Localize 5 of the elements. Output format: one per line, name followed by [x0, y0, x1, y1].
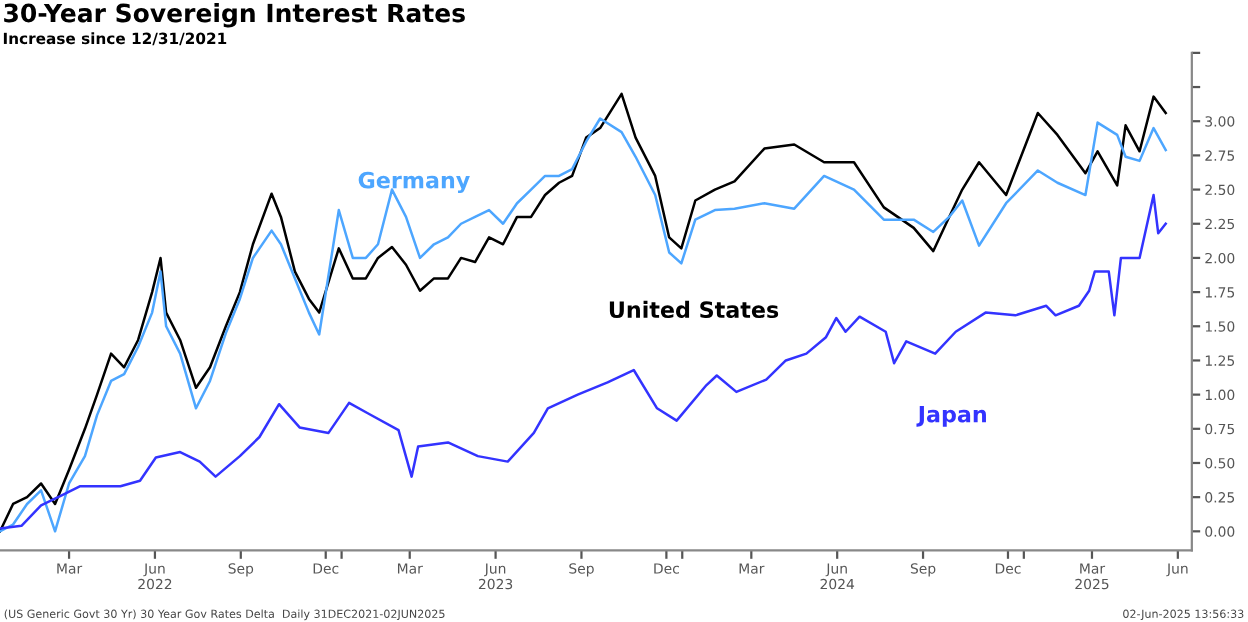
chart-title: 30-Year Sovereign Interest Rates [4, 3, 465, 28]
text: Japan [916, 406, 986, 427]
text: United States [609, 300, 779, 319]
series-label: Germany [358, 171, 470, 193]
line-series [0, 193, 1167, 530]
